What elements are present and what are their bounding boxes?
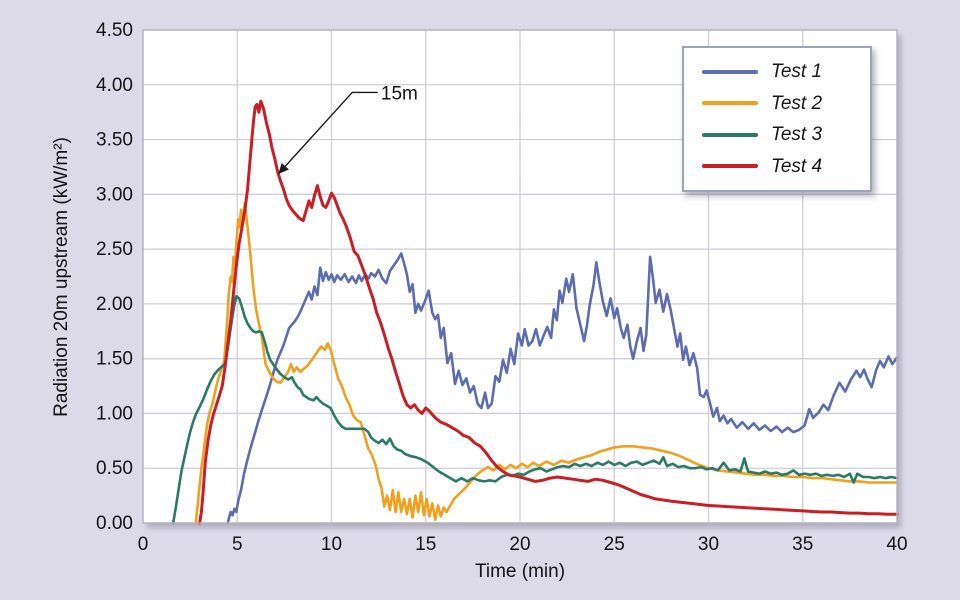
x-tick-label: 20 [509,534,530,555]
plot-frame [142,29,898,524]
series-test-2 [194,201,899,525]
y-tick-label: 4.00 [96,75,133,96]
data-series [171,99,899,525]
legend-line-test-2-swatch [702,101,758,106]
legend-item-test-3: Test 3 [702,125,862,144]
legend-line-test-4-swatch [702,164,758,169]
y-axis-title: Radiation 20m upstream (kW/m²) [51,137,72,417]
legend-line-test-3-swatch [702,132,758,137]
y-tick-label: 1.50 [96,349,133,370]
y-tick-label: 2.00 [96,294,133,315]
annotation-arrow [278,91,378,175]
y-axis-tick-labels: 0.00 0.50 1.00 1.50 2.00 2.50 3.00 3.50 4.00 4.50 [96,20,133,534]
legend-label-test-3: Test 3 [771,124,823,146]
x-tick-label: 15 [415,534,436,555]
x-tick-label: 0 [138,534,149,555]
legend-item-test-1: Test 1 [702,62,862,81]
y-tick-label: 0.50 [96,458,133,479]
x-tick-label: 10 [321,534,342,555]
legend-item-test-4: Test 4 [702,157,862,176]
x-tick-label: 5 [232,534,243,555]
x-tick-label: 30 [698,534,719,555]
x-tick-label: 40 [886,534,907,555]
legend: Test 1 Test 2 Test 3 Test 4 [682,46,872,192]
y-tick-label: 4.50 [96,20,133,41]
y-tick-label: 0.00 [96,513,133,534]
y-tick-label: 3.00 [96,184,133,205]
x-tick-label: 25 [604,534,625,555]
annotation-label: 15m [381,83,418,104]
legend-item-test-2: Test 2 [702,94,862,113]
x-axis-title: Time (min) [475,561,565,582]
x-axis-tick-labels: 0 5 10 15 20 25 30 35 40 [138,534,908,555]
x-tick-label: 35 [792,534,813,555]
series-test-4 [198,99,899,525]
legend-line-test-1-swatch [702,69,758,74]
y-tick-label: 1.00 [96,403,133,424]
legend-label-test-2: Test 2 [771,92,823,114]
y-tick-label: 3.50 [96,130,133,151]
legend-label-test-1: Test 1 [771,61,823,83]
series-test-3 [171,294,899,525]
series-test-1 [226,252,899,525]
y-tick-label: 2.50 [96,239,133,260]
legend-label-test-4: Test 4 [771,155,823,177]
